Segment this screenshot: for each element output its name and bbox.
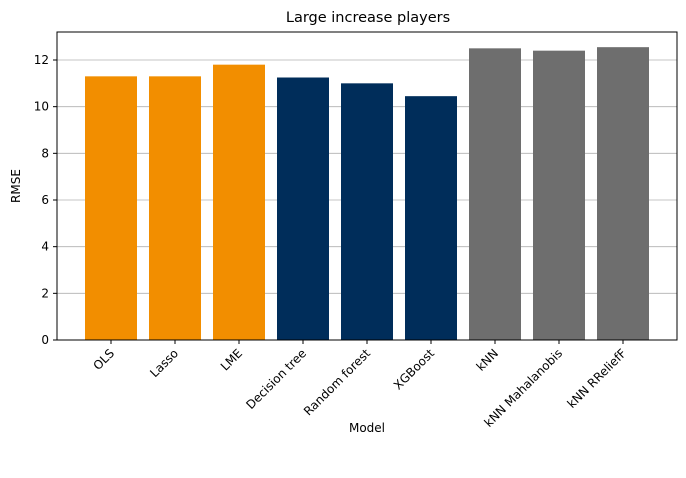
x-tick-label: LME <box>218 346 245 373</box>
bars <box>85 47 649 341</box>
x-tick-label: XGBoost <box>391 346 437 392</box>
bar-xgboost <box>405 96 457 341</box>
bar-knn <box>469 48 521 340</box>
bar-ols <box>85 76 137 340</box>
bar-lme <box>213 64 265 341</box>
y-tick-label: 6 <box>41 193 49 207</box>
bar-random-forest <box>341 83 393 340</box>
bar-decision-tree <box>277 77 329 340</box>
y-tick-label: 0 <box>41 333 49 347</box>
x-tick-label: kNN <box>474 346 502 374</box>
y-tick-label: 10 <box>34 100 49 114</box>
bar-knn-mahalanobis <box>533 50 585 341</box>
x-tick-label: OLS <box>90 346 117 373</box>
y-tick-label: 4 <box>41 240 49 254</box>
bar-knn-rrelieff <box>597 47 649 341</box>
bar-lasso <box>149 76 201 340</box>
chart-title: Large increase players <box>286 10 450 26</box>
y-tick-label: 12 <box>34 53 49 67</box>
y-tick-label: 8 <box>41 146 49 160</box>
y-tick-label: 2 <box>41 286 49 300</box>
y-axis-label: RMSE <box>9 169 23 203</box>
plot-frame <box>56 31 678 341</box>
x-tick-label: kNN RReliefF <box>564 346 629 411</box>
x-tick-label: Lasso <box>147 346 181 380</box>
y-ticks: 0 2 4 6 8 10 12 <box>34 53 57 347</box>
x-tick-label: Decision tree <box>243 346 309 412</box>
x-axis-label: Model <box>349 421 385 435</box>
x-tick-label: Random forest <box>301 346 373 418</box>
